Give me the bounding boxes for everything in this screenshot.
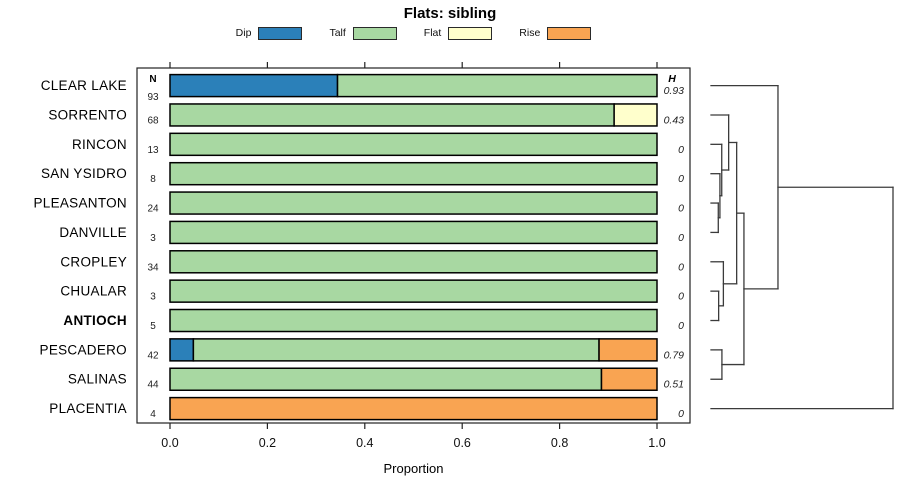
bar-segment-talf [169,367,603,391]
row-label: CROPLEY [60,254,127,269]
plot-box [136,67,691,424]
h-value: 0.43 [664,114,685,126]
bar-segment-talf [192,338,600,362]
legend: Dip Talf Flat Rise [137,24,690,42]
legend-label: Flat [423,27,442,39]
n-value: 3 [150,233,156,244]
row-label: DANVILLE [59,225,127,240]
x-tick-label: 0.2 [259,436,276,450]
x-tick-label: 0.4 [356,436,373,450]
h-value: 0 [678,144,684,156]
row-label: SORRENTO [48,107,127,122]
h-value: 0.93 [664,85,685,97]
legend-label: Dip [235,27,252,39]
bar-segment-talf [169,161,658,186]
h-value: 0 [678,203,684,215]
bar-segment-dip [169,338,195,362]
h-value: 0 [678,408,684,420]
bar-segment-rise [169,396,658,421]
chart-title: Flats: sibling [403,5,497,22]
row-label: PLEASANTON [33,196,127,211]
n-value: 42 [147,350,159,361]
row-label: PLACENTIA [49,401,127,416]
n-value: 34 [147,262,159,273]
legend-label: Rise [519,27,541,39]
legend-item-talf: Talf [329,26,397,40]
h-value: 0 [678,232,684,244]
h-value: 0.51 [664,379,684,391]
h-value: 0 [678,261,684,273]
bar-segment-talf [169,103,615,127]
legend-item-flat: Flat [423,26,493,40]
legend-swatch-talf [352,26,397,40]
n-value: 93 [147,92,159,103]
row-label: CLEAR LAKE [41,78,127,93]
bar-segment-talf [169,308,658,333]
legend-label: Talf [329,27,346,39]
row-label: CHUALAR [60,284,127,299]
legend-item-rise: Rise [519,26,592,40]
bar-segment-talf [169,279,658,303]
n-value: 13 [147,145,159,156]
h-value: 0.79 [664,349,685,361]
x-tick-label: 0.8 [551,436,568,450]
x-tick-label: 0.6 [454,436,471,450]
bar-segment-rise [600,367,658,391]
n-value: 3 [150,292,156,303]
h-value: 0 [678,320,684,332]
n-value: 68 [147,115,159,126]
h-column-header: H [668,73,676,85]
x-tick-label: 0.0 [161,436,178,450]
n-value: 4 [150,409,156,420]
bar-segment-talf [169,220,658,245]
bar-segment-talf [336,73,658,98]
bar-segment-flat [613,103,658,127]
row-label: SAN YSIDRO [41,166,127,181]
legend-item-dip: Dip [235,26,303,40]
n-value: 8 [150,174,156,185]
n-value: 24 [147,204,159,215]
bar-segment-rise [598,338,658,362]
row-label: SALINAS [68,372,127,387]
legend-swatch-dip [258,26,303,40]
n-value: 44 [147,380,159,391]
row-label: ANTIOCH [63,313,127,328]
legend-swatch-flat [448,26,493,40]
row-label: PESCADERO [40,342,127,357]
h-value: 0 [678,173,684,185]
legend-swatch-rise [547,26,592,40]
bar-segment-talf [169,132,658,157]
x-tick-label: 1.0 [648,436,665,450]
bar-segment-talf [169,250,658,274]
bar-segment-dip [169,73,339,98]
h-value: 0 [678,291,684,303]
x-axis-label: Proportion [383,461,444,476]
n-value: 5 [150,321,156,332]
n-column-header: N [149,74,156,85]
row-label: RINCON [72,137,127,152]
bar-segment-talf [169,191,658,215]
